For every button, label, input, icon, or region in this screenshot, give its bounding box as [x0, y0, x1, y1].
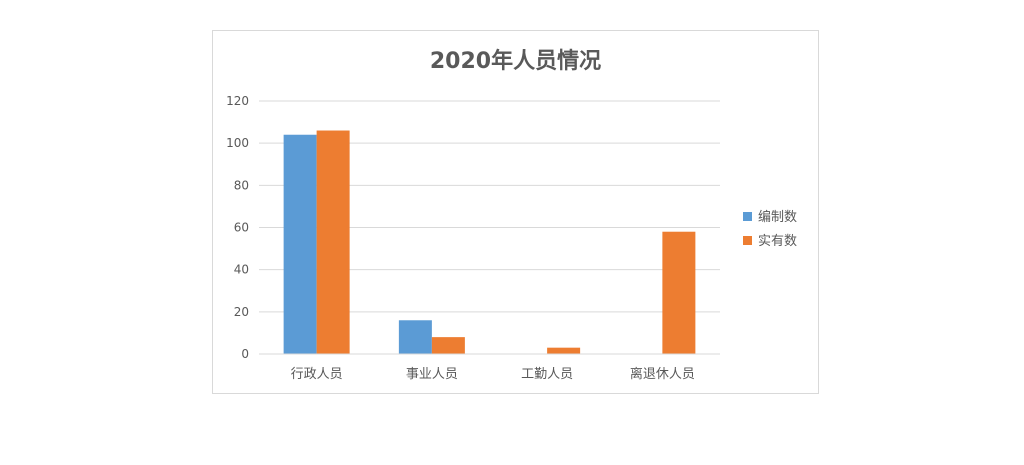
- x-category-label: 事业人员: [406, 367, 458, 382]
- legend-swatch: [743, 236, 752, 245]
- y-tick-label: 120: [226, 94, 249, 108]
- legend-label: 编制数: [758, 210, 797, 225]
- y-tick-label: 80: [234, 178, 249, 192]
- y-tick-label: 60: [234, 221, 249, 235]
- bar-series1: [398, 320, 432, 354]
- bar-series1: [283, 134, 317, 354]
- axes: 0 20 40 60 80 100 120 行政人员 事业人员 工勤人员 离退休人员: [226, 94, 720, 382]
- y-tick-label: 20: [234, 305, 249, 319]
- chart-title: 2020年人员情况: [429, 49, 602, 74]
- bar-series2: [431, 337, 465, 354]
- y-tick-label: 100: [226, 136, 249, 150]
- bars: [283, 130, 696, 354]
- chart-frame: 2020年人员情况 0 20 40 60 80 100 120 行政人员 事业人员 工勤人员 离退休…: [212, 30, 819, 394]
- bar-series2: [662, 231, 696, 354]
- legend-swatch: [743, 212, 752, 221]
- legend-label: 实有数: [758, 234, 797, 249]
- bar-series2: [547, 347, 581, 354]
- x-category-label: 离退休人员: [630, 366, 695, 382]
- x-category-label: 工勤人员: [521, 367, 573, 382]
- y-tick-label: 0: [241, 347, 249, 361]
- bar-series2: [316, 130, 350, 354]
- x-category-label: 行政人员: [291, 367, 343, 382]
- y-tick-label: 40: [234, 263, 249, 277]
